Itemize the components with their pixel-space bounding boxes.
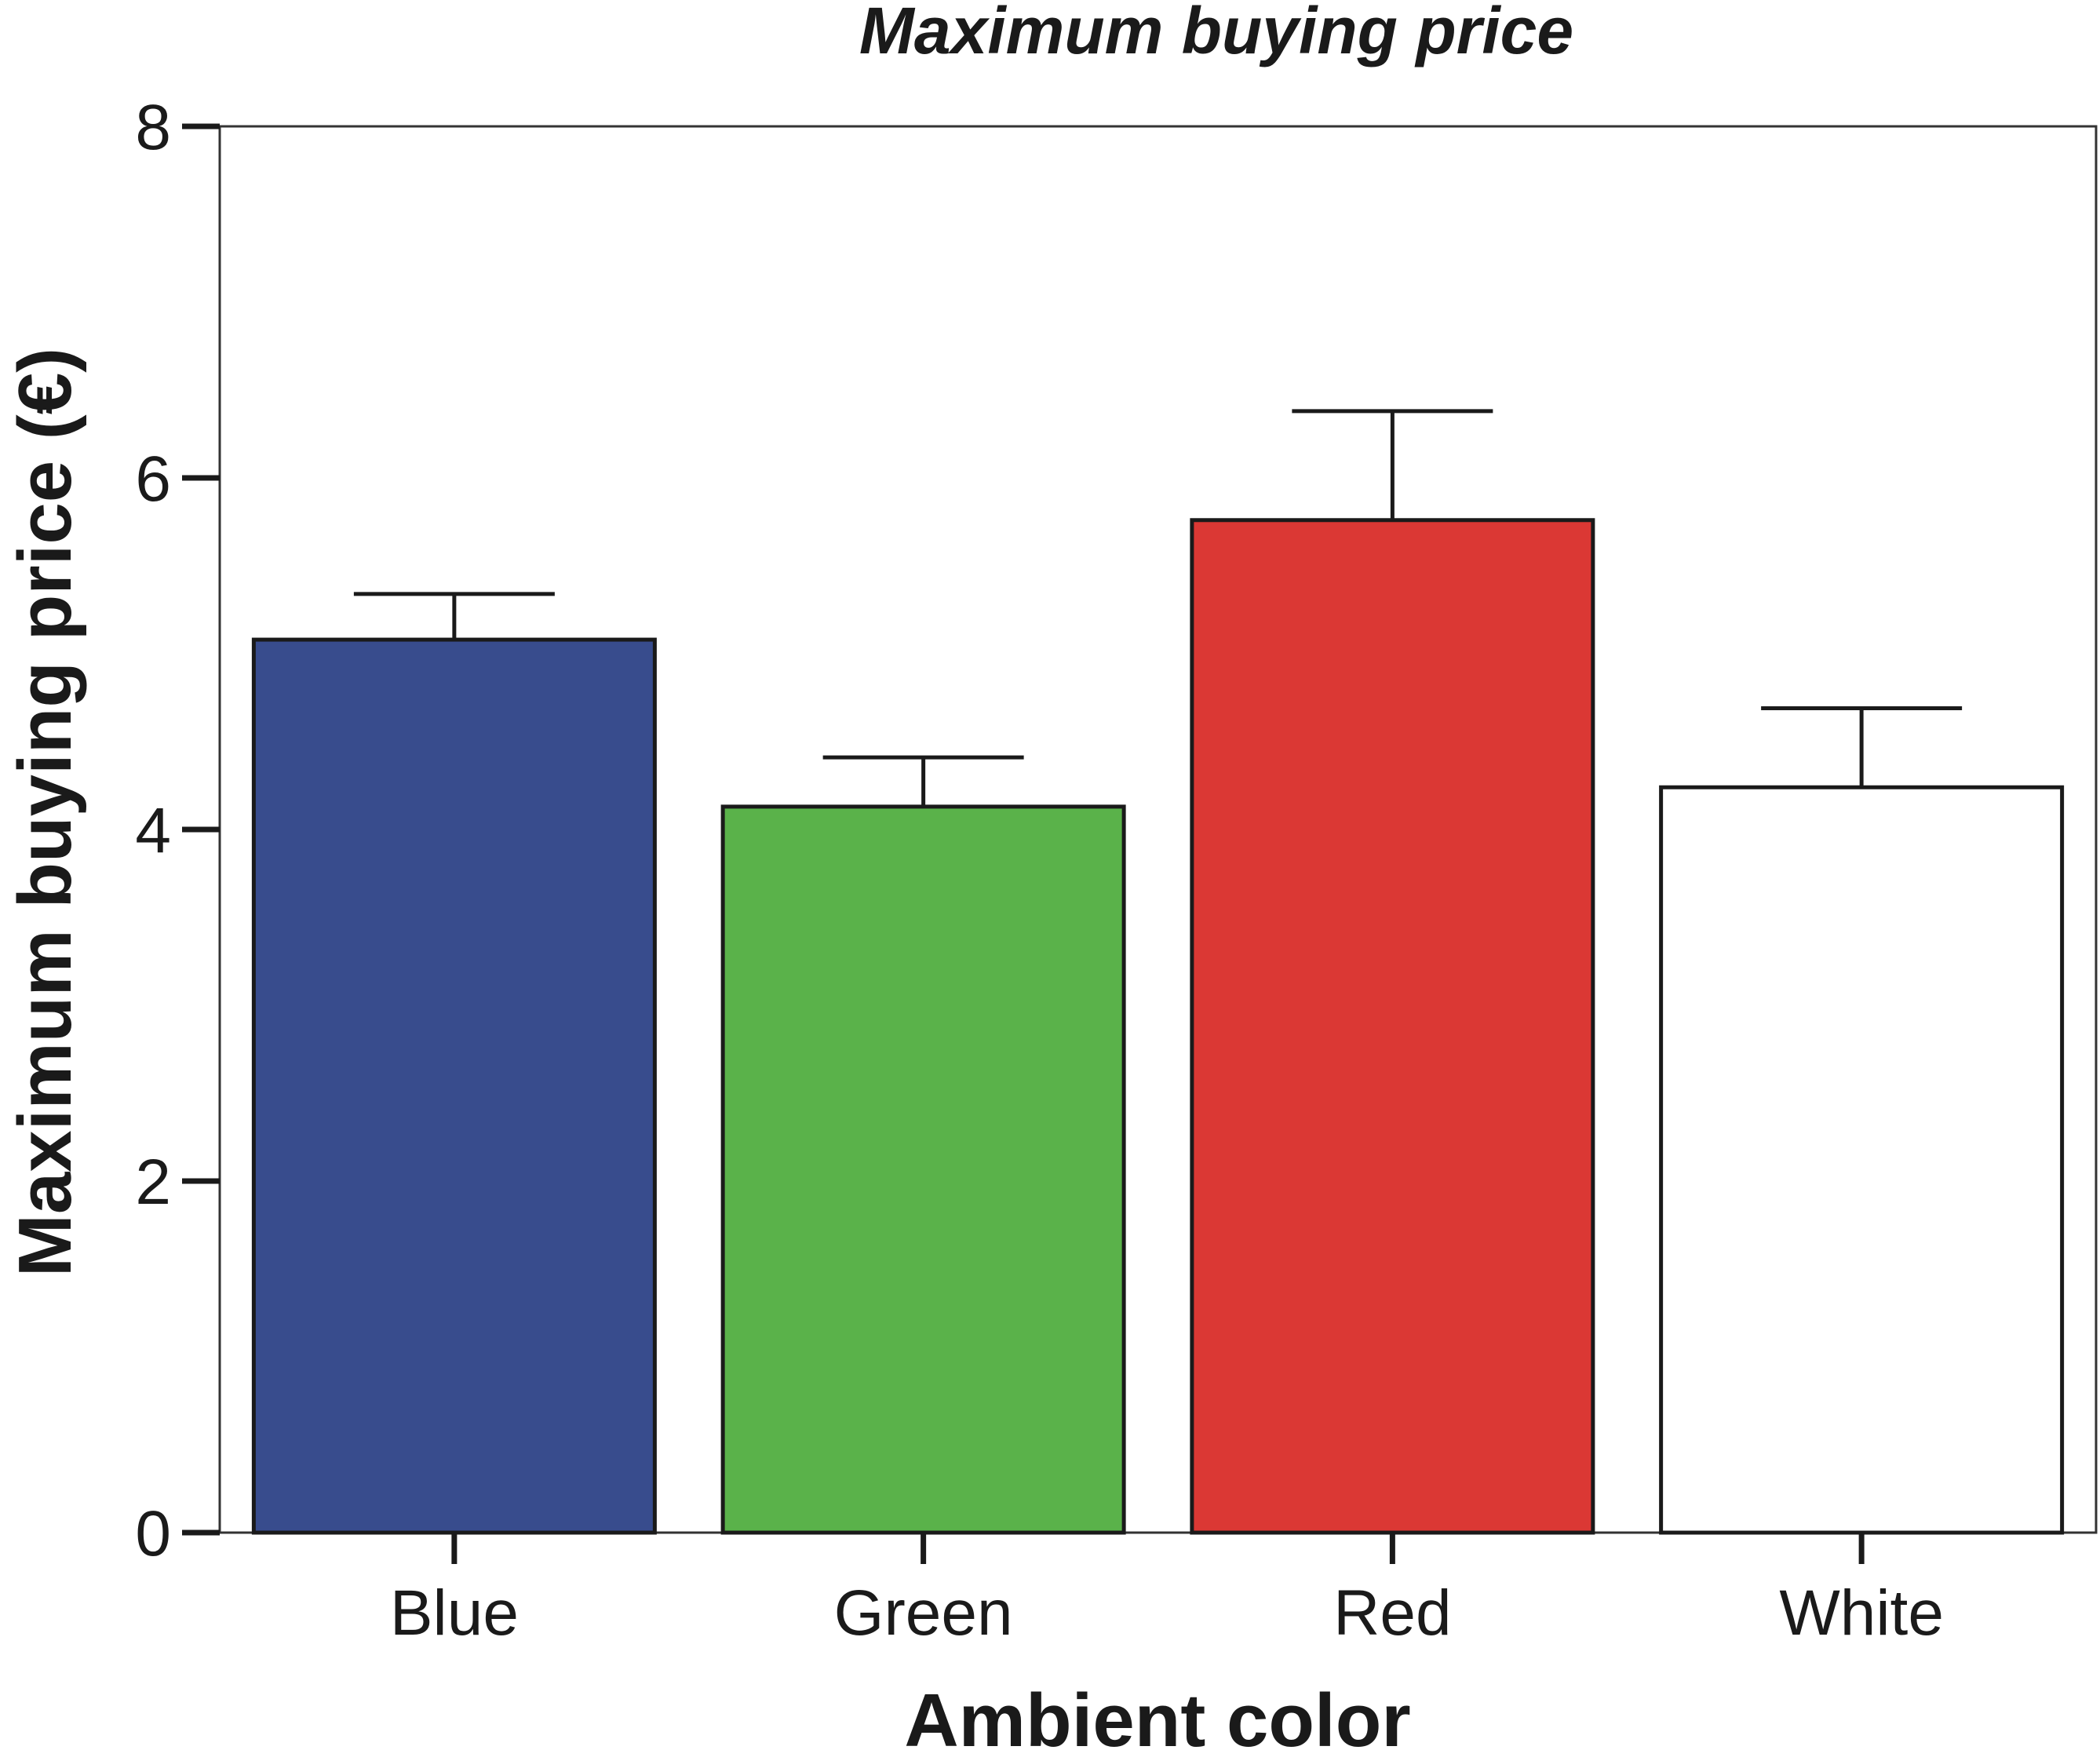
bar-white [1659, 785, 2065, 1535]
x-axis-title: Ambient color [904, 1679, 1410, 1750]
x-tick-label: White [1779, 1577, 1944, 1649]
x-tick-label: Blue [390, 1577, 519, 1649]
x-tick-label: Green [834, 1577, 1013, 1649]
bar-blue [251, 637, 657, 1535]
y-axis-title: Maximum buying price (€) [3, 348, 87, 1277]
chart-title: Maximum buying price [859, 0, 1573, 67]
bar-red [1190, 518, 1595, 1535]
y-tick-label: 8 [135, 92, 171, 163]
y-tick-label: 0 [135, 1498, 171, 1570]
y-tick-label: 6 [135, 443, 171, 515]
x-axis: Blue Green Red White [390, 1533, 1944, 1649]
x-tick-label: Red [1333, 1577, 1451, 1649]
bar-green [720, 804, 1126, 1535]
y-tick-label: 4 [135, 795, 171, 866]
bars [251, 409, 2065, 1535]
y-tick-label: 2 [135, 1147, 171, 1218]
y-axis: 0 2 4 6 8 [135, 92, 220, 1570]
